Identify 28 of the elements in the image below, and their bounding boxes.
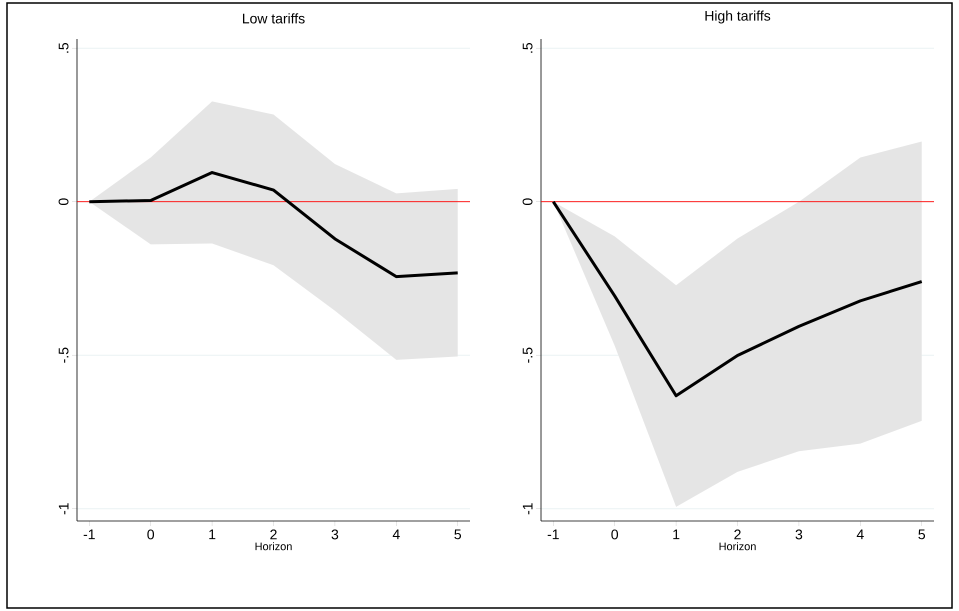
y-tick-label: -1 [58,503,68,514]
x-tick-label: 3 [796,530,802,540]
chart-title: High tariffs [705,10,770,24]
y-tick-label: 0 [58,198,68,206]
x-tick-label: 2 [734,530,741,540]
x-tick-label: 5 [918,530,926,540]
x-tick-label: -1 [548,530,559,540]
y-tick-label: -.5 [58,348,68,363]
y-tick-label: -.5 [522,348,532,363]
x-tick-label: 4 [856,530,864,540]
x-tick-label: 3 [332,530,338,540]
x-tick-label: 0 [147,530,154,540]
x-axis-title: Horizon [720,542,756,550]
line-series [88,171,460,278]
x-tick-label: 5 [454,530,462,540]
y-tick-label: .5 [522,42,532,53]
x-tick-label: 0 [611,530,618,540]
x-tick-label: 1 [209,530,216,540]
chart-title: Low tariffs [242,13,305,24]
x-tick-label: 2 [270,530,277,540]
x-tick-label: 1 [673,530,680,540]
y-tick-label: .5 [58,42,68,53]
line-series [552,200,924,398]
x-tick-label: -1 [84,530,95,540]
x-axis-title: Horizon [256,542,292,550]
y-tick-label: -1 [522,503,532,514]
y-tick-label: 0 [522,198,532,206]
x-tick-label: 4 [392,530,400,540]
